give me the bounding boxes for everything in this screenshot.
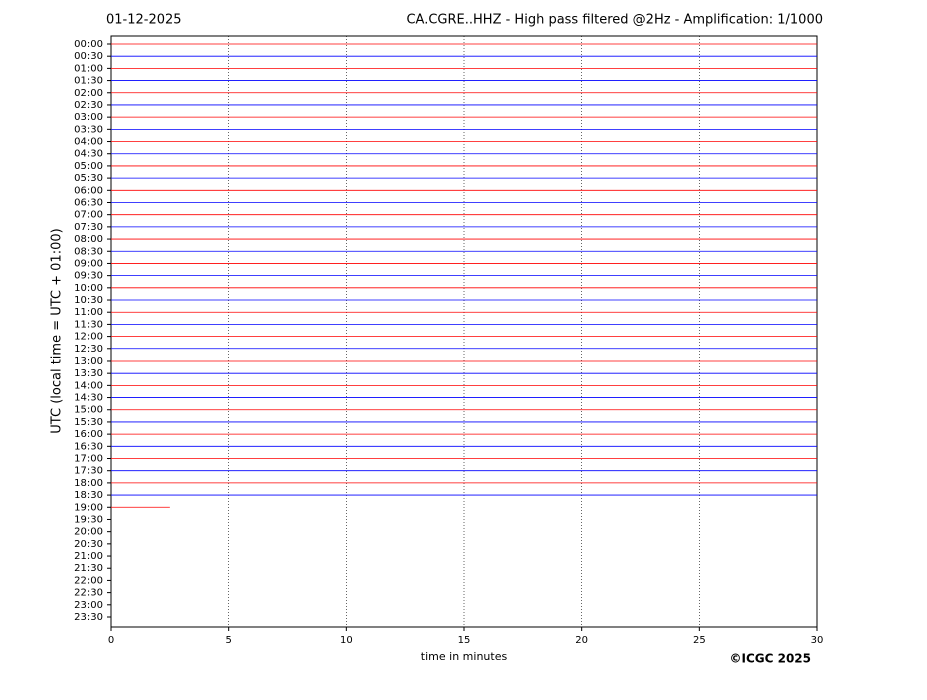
x-tick-label: 25 — [693, 635, 706, 646]
y-tick-label: 10:30 — [74, 295, 103, 306]
x-axis-label: time in minutes — [421, 650, 508, 663]
copyright: ©ICGC 2025 — [729, 652, 811, 666]
y-tick-label: 22:00 — [74, 575, 103, 586]
y-tick-label: 05:30 — [74, 173, 103, 184]
x-tick-label: 20 — [575, 635, 588, 646]
y-tick-label: 18:30 — [74, 490, 103, 501]
y-tick-label: 15:00 — [74, 405, 103, 416]
y-tick-label: 09:30 — [74, 271, 103, 282]
y-tick-label: 04:00 — [74, 137, 103, 148]
x-tick-label: 5 — [225, 635, 231, 646]
y-tick-label: 08:30 — [74, 246, 103, 257]
y-tick-label: 02:30 — [74, 100, 103, 111]
y-tick-label: 17:30 — [74, 466, 103, 477]
x-tick-label: 0 — [108, 635, 114, 646]
y-tick-label: 06:30 — [74, 197, 103, 208]
y-tick-label: 11:00 — [74, 307, 103, 318]
y-tick-label: 20:00 — [74, 527, 103, 538]
y-tick-label: 03:30 — [74, 124, 103, 135]
y-tick-label: 12:00 — [74, 332, 103, 343]
y-tick-label: 14:00 — [74, 380, 103, 391]
y-tick-label: 08:00 — [74, 234, 103, 245]
y-tick-label: 07:00 — [74, 210, 103, 221]
y-tick-label: 21:30 — [74, 563, 103, 574]
y-tick-label: 23:00 — [74, 600, 103, 611]
y-tick-label: 03:00 — [74, 112, 103, 123]
y-tick-label: 14:30 — [74, 393, 103, 404]
x-tick-label: 30 — [811, 635, 824, 646]
y-tick-label: 04:30 — [74, 149, 103, 160]
y-tick-label: 21:00 — [74, 551, 103, 562]
y-tick-label: 19:30 — [74, 514, 103, 525]
y-tick-label: 19:00 — [74, 502, 103, 513]
y-tick-label: 11:30 — [74, 319, 103, 330]
y-tick-label: 02:00 — [74, 88, 103, 99]
y-tick-label: 13:00 — [74, 356, 103, 367]
y-tick-label: 05:00 — [74, 161, 103, 172]
x-tick-label: 15 — [458, 635, 471, 646]
y-tick-label: 16:30 — [74, 441, 103, 452]
y-tick-label: 01:30 — [74, 76, 103, 87]
y-tick-label: 06:00 — [74, 185, 103, 196]
y-tick-label: 01:00 — [74, 63, 103, 74]
x-tick-label: 10 — [340, 635, 353, 646]
y-tick-label: 10:00 — [74, 283, 103, 294]
y-tick-label: 20:30 — [74, 539, 103, 550]
y-tick-label: 18:00 — [74, 478, 103, 489]
y-tick-label: 13:30 — [74, 368, 103, 379]
chart-title: CA.CGRE..HHZ - High pass filtered @2Hz -… — [406, 13, 823, 28]
date-title: 01-12-2025 — [106, 13, 182, 28]
y-tick-label: 00:30 — [74, 51, 103, 62]
y-tick-label: 12:30 — [74, 344, 103, 355]
y-tick-label: 07:30 — [74, 222, 103, 233]
y-tick-label: 00:00 — [74, 39, 103, 50]
y-tick-label: 22:30 — [74, 588, 103, 599]
plot-frame — [110, 35, 818, 628]
y-tick-label: 16:00 — [74, 429, 103, 440]
y-axis-label: UTC (local time = UTC + 01:00) — [50, 228, 65, 433]
y-tick-label: 09:00 — [74, 258, 103, 269]
y-tick-label: 17:00 — [74, 454, 103, 465]
y-tick-label: 23:30 — [74, 612, 103, 623]
y-tick-label: 15:30 — [74, 417, 103, 428]
